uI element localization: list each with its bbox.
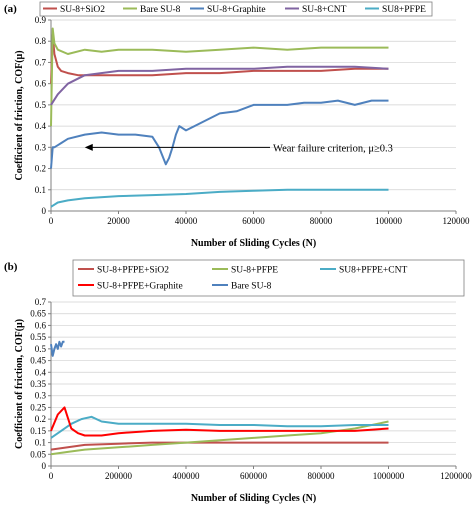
y-tick-label: 0.4	[35, 367, 47, 377]
x-tick-label: 1000000	[373, 471, 405, 481]
series-line-su8-pfpe	[50, 188, 389, 208]
series-line-su-8-pfpe	[50, 420, 389, 456]
x-tick-label: 60000	[242, 216, 265, 226]
annotation-text: Wear failure criterion, μ≥0.3	[273, 143, 393, 154]
x-tick-label: 20000	[107, 216, 130, 226]
x-axis-title: Number of Sliding Cycles (N)	[191, 238, 316, 249]
legend-label: SU-8+PFPE	[231, 266, 278, 276]
y-tick-label: 0.3	[35, 391, 47, 401]
x-tick-label: 1200000	[440, 471, 472, 481]
panel-label: (a)	[4, 3, 17, 15]
x-tick-label: 80000	[310, 216, 333, 226]
series-line-su-8-cnt	[50, 65, 389, 106]
annotation-arrowhead	[84, 143, 93, 151]
x-tick-label: 100000	[375, 216, 403, 226]
legend-label: SU-8+PFPE+SiO2	[97, 266, 169, 276]
y-tick-label: 0.1	[35, 185, 46, 195]
x-tick-label: 120000	[443, 216, 471, 226]
y-axis-title: Coefficient of friction, COF(μ)	[14, 50, 25, 180]
y-tick-label: 0.25	[30, 402, 46, 412]
x-tick-label: 800000	[308, 471, 336, 481]
y-tick-label: 0.9	[35, 15, 47, 25]
series-line-su8-pfpe-cnt	[50, 415, 389, 439]
x-tick-label: 200000	[105, 471, 133, 481]
series-line-bare-su-8	[50, 340, 65, 357]
series-line-su-8-sio2	[50, 33, 389, 84]
legend-frame	[72, 259, 465, 297]
y-tick-label: 0.3	[35, 142, 47, 152]
y-tick-label: 0.05	[30, 449, 46, 459]
y-tick-label: 0.2	[35, 414, 46, 424]
y-tick-label: 0.7	[35, 57, 47, 67]
legend-label: SU-8+CNT	[302, 5, 347, 15]
x-tick-label: 40000	[175, 216, 198, 226]
y-tick-label: 0.8	[35, 36, 47, 46]
y-tick-label: 0	[42, 206, 47, 216]
y-tick-label: 0.1	[35, 438, 46, 448]
series-line-su-8-pfpe-graphite	[50, 406, 389, 437]
y-tick-label: 0.65	[30, 309, 46, 319]
panel-label: (b)	[4, 261, 18, 273]
y-tick-label: 0.55	[30, 332, 46, 342]
y-tick-label: 0.45	[30, 356, 46, 366]
series-line-su-8-pfpe-sio2	[50, 441, 389, 451]
legend-frame	[39, 1, 433, 17]
y-tick-label: 0.7	[35, 297, 47, 307]
y-tick-label: 0	[42, 461, 47, 471]
x-tick-label: 0	[49, 471, 54, 481]
legend-label: SU8+PFPE	[382, 5, 426, 15]
legend-label: SU8+PFPE+CNT	[339, 266, 407, 276]
y-tick-label: 0.5	[35, 100, 47, 110]
y-tick-label: 0.6	[35, 79, 47, 89]
legend-label: Bare SU-8	[231, 282, 272, 292]
y-tick-label: 0.2	[35, 164, 46, 174]
legend-label: SU-8+SiO2	[60, 5, 105, 15]
y-tick-label: 0.5	[35, 344, 47, 354]
series-line-su-8-graphite	[50, 99, 389, 169]
x-tick-label: 600000	[240, 471, 268, 481]
legend-label: Bare SU-8	[140, 5, 181, 15]
y-tick-label: 0.6	[35, 320, 47, 330]
x-axis-title: Number of Sliding Cycles (N)	[191, 493, 316, 504]
y-tick-label: 0.35	[30, 379, 46, 389]
chart-b: (b) 0 0.050.1 0.15 0.2 0.250.3 0.35 0.40.45 0.5 0…	[4, 259, 472, 504]
x-tick-label: 400000	[173, 471, 201, 481]
y-tick-label: 0.4	[35, 121, 47, 131]
chart-a: (a) 0 0.1 0.2 0.3 0.4 0.5 0.6 0.7 0.8 0.9 0 20000 400…	[4, 1, 471, 249]
legend-label: SU-8+Graphite	[207, 5, 266, 15]
series-line-bare-su-8	[50, 27, 389, 127]
x-tick-label: 0	[49, 216, 54, 226]
y-axis-title: Coefficient of friction, COF(μ)	[14, 319, 25, 449]
legend-label: SU-8+PFPE+Graphite	[97, 282, 183, 292]
y-tick-label: 0.15	[30, 426, 46, 436]
